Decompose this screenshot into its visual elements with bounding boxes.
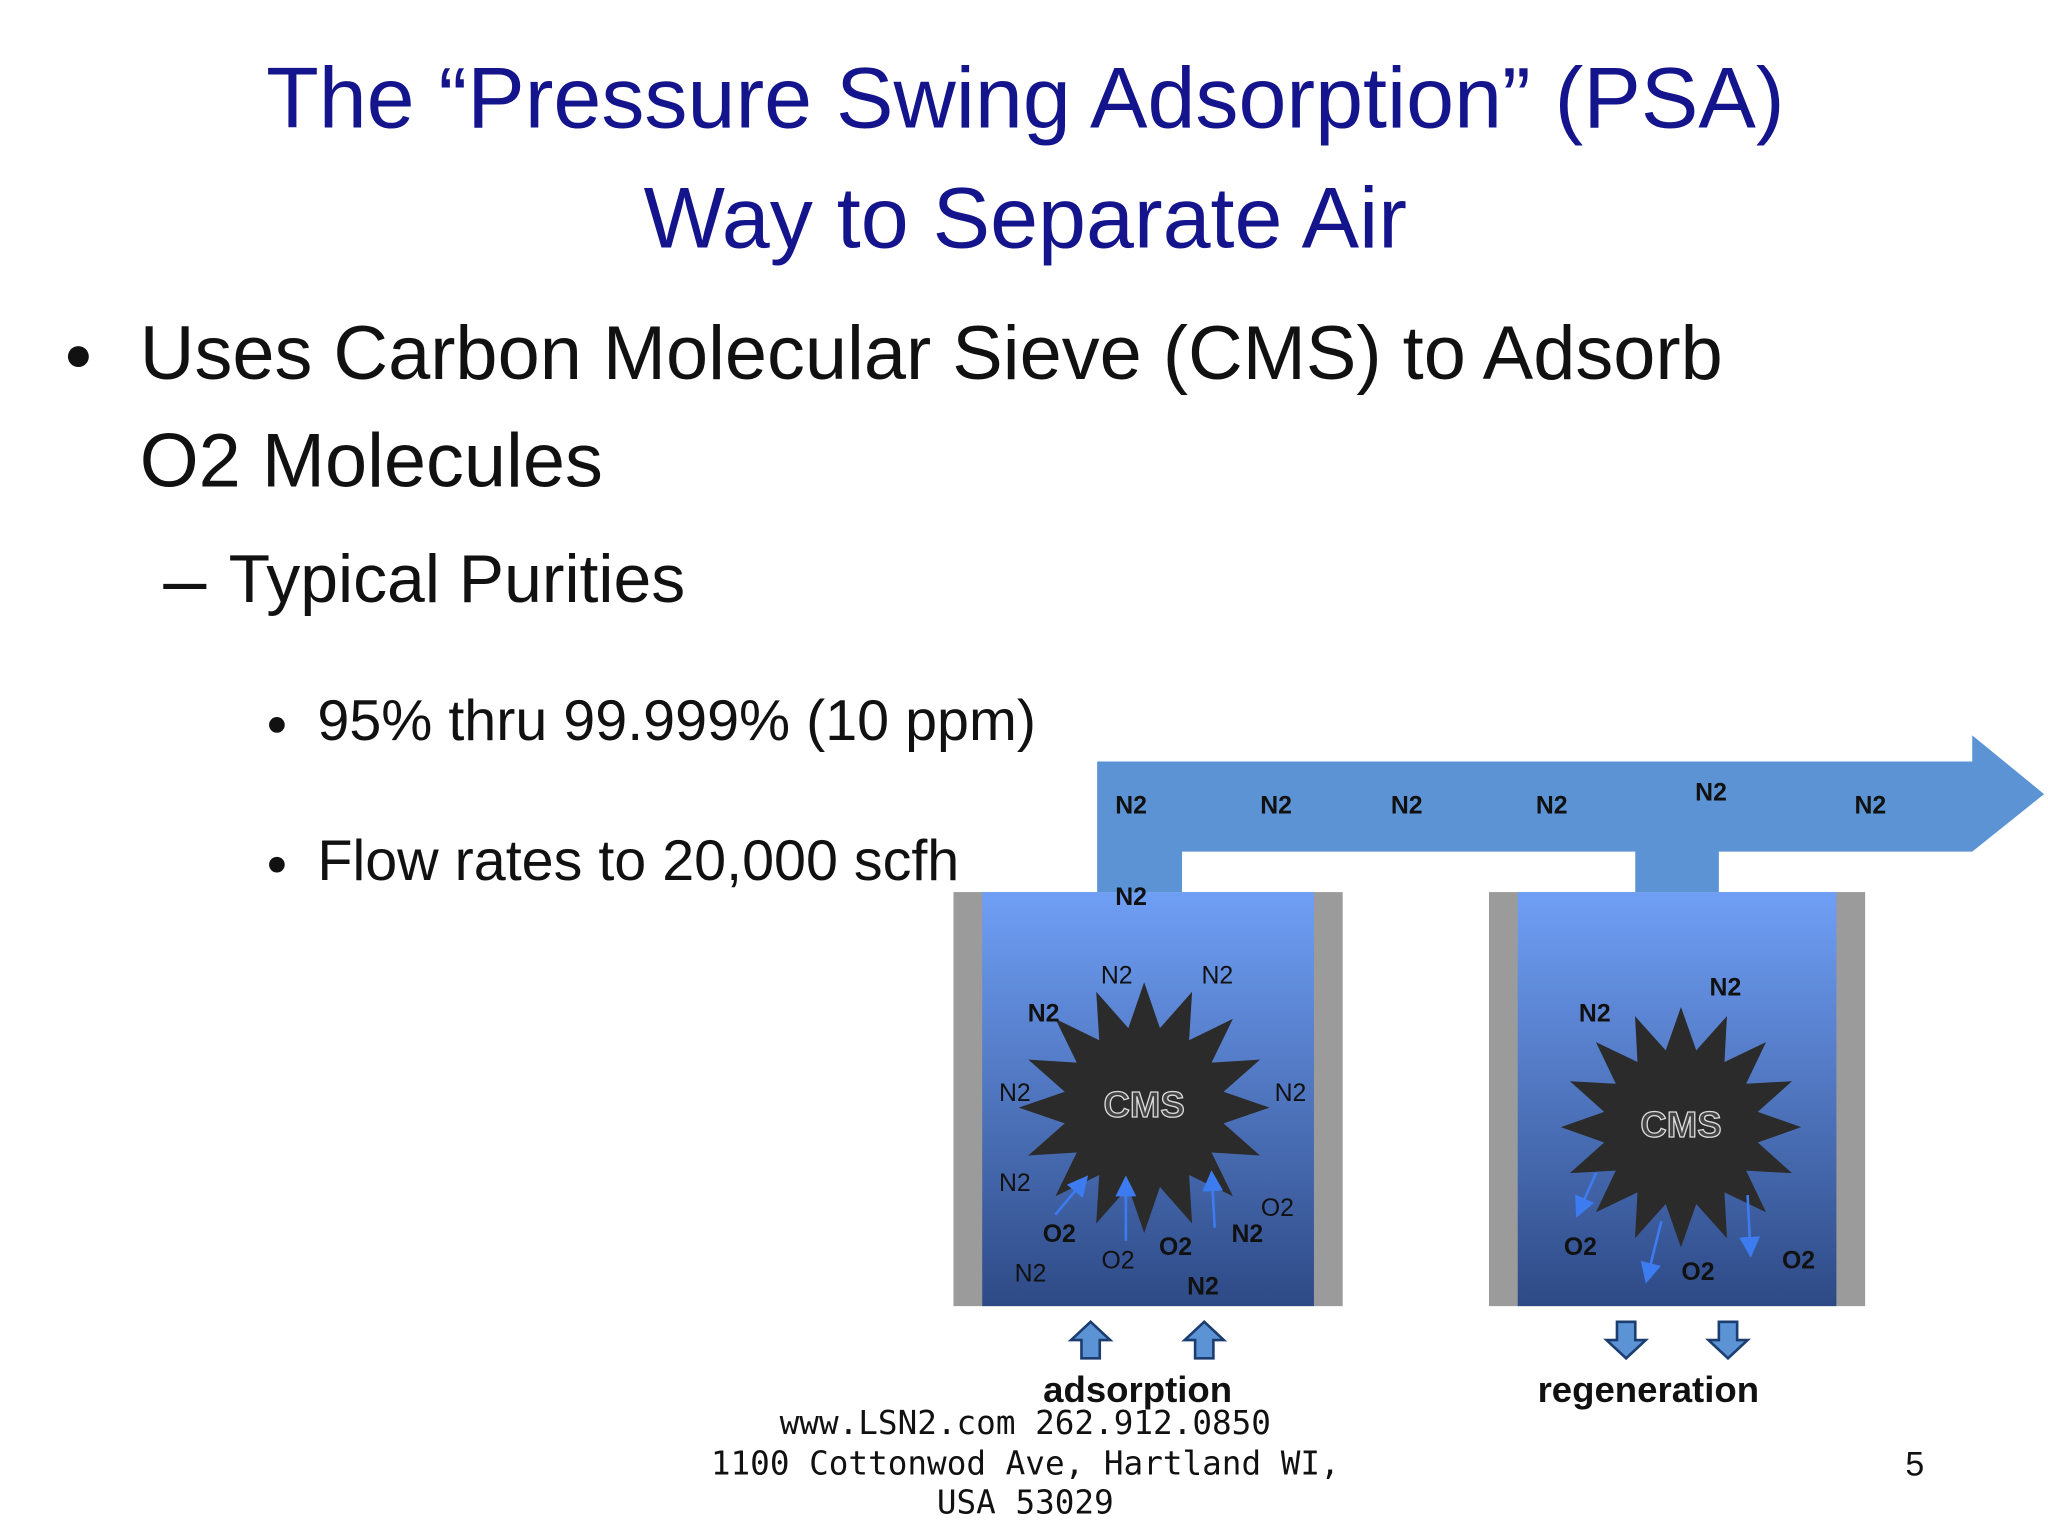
page-number: 5 (1905, 1446, 1924, 1484)
gas-label: N2 (1275, 1080, 1307, 1107)
gas-label: N2 (1028, 1000, 1060, 1027)
footer-line: USA 53029 (937, 1484, 1114, 1522)
gas-label: N2 (1579, 1000, 1611, 1027)
footer-line: 1100 Cottonwod Ave, Hartland WI, (711, 1444, 1340, 1482)
gas-label: N2 (1695, 780, 1727, 807)
flow-arrows (1054, 1170, 1761, 1284)
cms-label: CMS (1104, 1084, 1185, 1125)
gas-label: N2 (999, 1080, 1031, 1107)
gas-label: O2 (1043, 1221, 1076, 1248)
gas-label: N2 (1710, 974, 1742, 1001)
gas-label: O2 (1261, 1195, 1294, 1222)
gas-label: N2 (1115, 793, 1147, 820)
bullet-dot (269, 856, 285, 873)
gas-label: N2 (1187, 1273, 1219, 1300)
pipe (1097, 735, 2045, 893)
cms-label: CMS (1640, 1104, 1721, 1145)
gas-label: O2 (1159, 1234, 1192, 1261)
cms-particle (1560, 1007, 1802, 1248)
gas-label: N2 (1260, 793, 1292, 820)
gas-label: N2 (1015, 1260, 1047, 1287)
title-line: Way to Separate Air (644, 170, 1407, 266)
gas-label: O2 (1681, 1259, 1714, 1286)
flow-direction (1067, 1320, 1751, 1361)
gas-label: N2 (1855, 793, 1887, 820)
title-line: The “Pressure Swing Adsorption” (PSA) (266, 50, 1784, 146)
gas-label: N2 (999, 1170, 1031, 1197)
bullet-text: Uses Carbon Molecular Sieve (CMS) to Ads… (140, 311, 1723, 396)
gas-label: N2 (1115, 884, 1147, 911)
diagram: CMS CMS adsorption regeneration (953, 735, 2045, 1410)
bullet-text: O2 Molecules (140, 418, 603, 503)
caption: regeneration (1538, 1369, 1759, 1410)
gas-label: N2 (1231, 1221, 1263, 1248)
sub-sub-bullet: 95% thru 99.999% (10 ppm) (317, 689, 1036, 753)
sub-bullet: Typical Purities (229, 542, 686, 617)
gas-label: O2 (1564, 1234, 1597, 1261)
gas-label: O2 (1101, 1247, 1134, 1274)
gas-label: N2 (1391, 793, 1423, 820)
gas-label: N2 (1201, 963, 1233, 990)
caption: adsorption (1043, 1369, 1232, 1410)
gas-label: N2 (1101, 963, 1133, 990)
bullet-dot (67, 346, 89, 368)
bullet-dot (269, 717, 285, 733)
gas-label: O2 (1782, 1247, 1815, 1274)
gas-label: N2 (1536, 793, 1568, 820)
footer-line: www.LSN2.com 262.912.0850 (780, 1404, 1271, 1442)
cms-particle (1018, 982, 1270, 1233)
sub-sub-bullet: Flow rates to 20,000 scfh (317, 829, 959, 893)
